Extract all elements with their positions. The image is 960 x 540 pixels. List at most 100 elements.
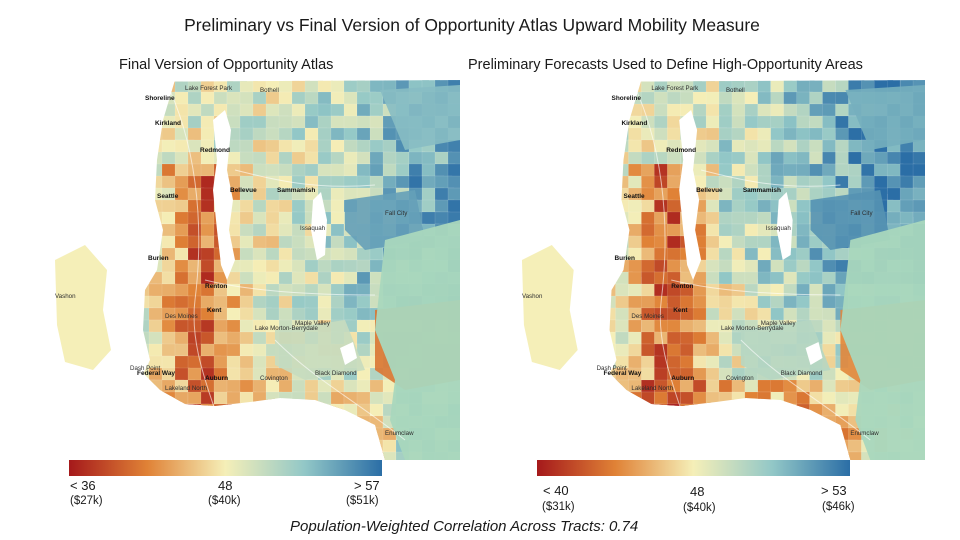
census-tract xyxy=(589,391,604,408)
census-tract xyxy=(589,439,612,458)
census-tract xyxy=(447,151,460,166)
census-tract xyxy=(200,451,222,460)
census-tract xyxy=(615,427,637,441)
census-tract xyxy=(641,439,659,457)
census-tract xyxy=(809,451,825,460)
census-tract xyxy=(187,415,206,431)
census-tract xyxy=(122,391,143,405)
census-tract xyxy=(589,427,605,442)
census-tract xyxy=(744,415,761,432)
census-tract xyxy=(317,415,339,431)
census-tract xyxy=(641,427,656,444)
place-label: Lake Morton-Berrydale xyxy=(255,325,318,332)
census-tract xyxy=(330,415,351,430)
census-tract xyxy=(265,427,281,448)
census-tract xyxy=(770,451,793,460)
census-tract xyxy=(317,307,333,321)
census-tract xyxy=(757,415,771,430)
census-tract xyxy=(628,271,642,286)
census-tract xyxy=(744,211,759,225)
place-label: Bellevue xyxy=(230,187,257,194)
census-tract xyxy=(654,91,669,105)
census-tract xyxy=(122,439,144,453)
census-tract xyxy=(226,415,250,435)
left-legend-mid-value: 48 xyxy=(218,478,233,493)
census-tract xyxy=(304,403,320,420)
census-tract xyxy=(265,439,288,454)
census-tract xyxy=(135,415,153,429)
road-line xyxy=(204,279,376,296)
lake-washington xyxy=(679,110,702,280)
census-tract xyxy=(161,211,178,225)
census-tract xyxy=(654,439,668,459)
census-tract xyxy=(45,452,66,460)
place-label: Maple Valley xyxy=(295,320,331,327)
census-tract xyxy=(641,403,664,424)
census-tract xyxy=(317,439,341,453)
census-tract xyxy=(757,439,774,460)
census-tract xyxy=(265,403,289,422)
census-tract xyxy=(628,319,642,334)
place-label: Lake Forest Park xyxy=(185,85,233,92)
census-tract xyxy=(783,451,802,460)
census-tract xyxy=(71,428,91,443)
census-tract xyxy=(899,175,914,190)
census-tract xyxy=(615,415,638,436)
census-tract xyxy=(796,451,813,460)
census-tract xyxy=(783,427,804,444)
census-tract xyxy=(757,391,773,408)
census-tract xyxy=(589,403,612,419)
left-legend-high-income: ($51k) xyxy=(346,495,379,507)
census-tract xyxy=(744,391,760,405)
correlation-note: Population-Weighted Correlation Across T… xyxy=(290,518,639,535)
census-tract xyxy=(45,440,58,455)
census-tract xyxy=(330,451,349,460)
census-tract xyxy=(692,427,716,441)
census-tract xyxy=(667,439,688,459)
census-tract xyxy=(200,439,222,454)
census-tract xyxy=(796,427,811,443)
census-tract xyxy=(161,403,185,418)
census-tract xyxy=(239,451,260,460)
census-tract xyxy=(317,427,337,444)
census-tract xyxy=(705,427,728,442)
left-map-overlay xyxy=(45,80,460,460)
census-tract xyxy=(239,439,262,453)
place-label: Redmond xyxy=(666,147,696,154)
right-tract-mosaic xyxy=(525,80,925,460)
census-tract xyxy=(538,452,557,460)
census-tract xyxy=(571,427,586,442)
census-tract xyxy=(291,415,309,435)
census-tract xyxy=(161,427,181,443)
census-tract xyxy=(122,427,146,441)
census-tract xyxy=(109,427,129,444)
census-tract xyxy=(551,440,567,453)
census-tract xyxy=(174,391,189,411)
census-tract xyxy=(615,403,636,424)
census-tract xyxy=(291,403,308,418)
census-tract xyxy=(744,451,760,460)
census-tract xyxy=(744,223,760,238)
place-label: Des Moines xyxy=(165,313,198,320)
census-tract xyxy=(200,415,222,432)
census-tract xyxy=(525,416,541,429)
place-label: Issaquah xyxy=(766,225,792,232)
census-tract xyxy=(239,415,262,436)
right-legend-low-income: ($31k) xyxy=(542,501,575,513)
census-tract xyxy=(187,427,202,447)
right-colorbar xyxy=(537,460,850,476)
census-tract xyxy=(628,331,644,346)
green-land xyxy=(375,220,460,460)
census-tract xyxy=(58,440,78,453)
census-tract xyxy=(395,163,410,177)
census-tract xyxy=(187,271,203,286)
census-tract xyxy=(226,439,250,457)
census-tract xyxy=(71,452,90,460)
census-tract xyxy=(291,271,308,285)
census-tract xyxy=(239,403,262,423)
right-legend-low-value: < 40 xyxy=(543,483,569,498)
census-tract xyxy=(912,163,925,178)
census-tract xyxy=(679,427,702,443)
census-tract xyxy=(692,415,712,433)
census-tract xyxy=(731,415,748,432)
